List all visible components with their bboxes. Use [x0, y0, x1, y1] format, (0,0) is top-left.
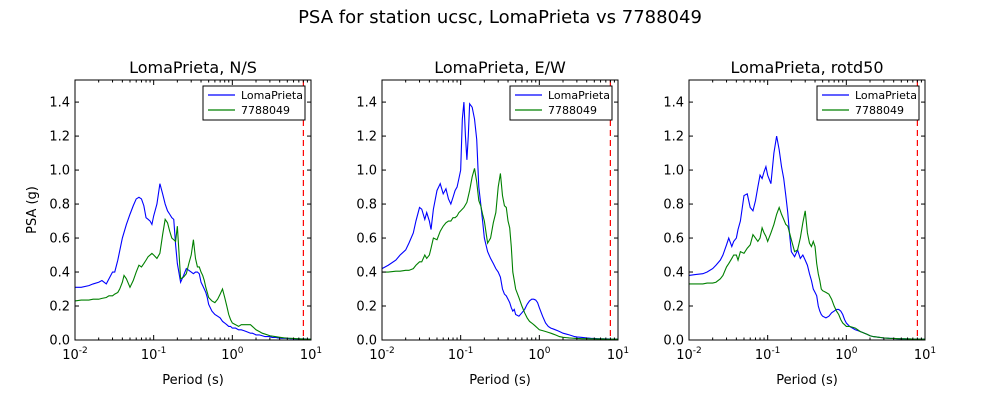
y-tick-label: 1.4 — [49, 96, 70, 111]
y-tick-label: 1.2 — [49, 130, 70, 145]
x-axis-label: Period (s) — [162, 373, 224, 388]
x-tick-label: 100 — [528, 346, 551, 363]
x-tick-label: 10-1 — [448, 346, 474, 363]
axes-frame — [74, 79, 312, 341]
legend-box — [202, 85, 306, 121]
y-tick-label: 0.0 — [356, 334, 377, 349]
y-tick-label: 1.4 — [356, 96, 377, 111]
chart-panel-1: LomaPrieta, N/S 0.0 0.2 0.4 0.6 0.8 1.0 1.2 1.4 1… — [25, 58, 322, 388]
series-line-1 — [75, 183, 311, 340]
panel-title: LomaPrieta, N/S — [129, 58, 257, 77]
x-tick-label: 101 — [607, 346, 629, 363]
y-tick-label: 0.4 — [49, 266, 70, 281]
series-line-2 — [382, 168, 618, 340]
y-tick-label: 0.2 — [49, 300, 70, 315]
y-tick-label: 0.0 — [663, 334, 684, 349]
x-tick-label: 10-2 — [676, 346, 702, 363]
y-tick-label: 0.8 — [663, 198, 684, 213]
legend-label-2: 7788049 — [548, 104, 597, 117]
y-tick-label: 1.0 — [356, 164, 377, 179]
series-line-2 — [75, 217, 311, 340]
series-line-1 — [382, 102, 618, 340]
x-tick-label: 10-1 — [755, 346, 781, 363]
legend-box — [509, 85, 613, 121]
axes-frame — [381, 79, 619, 341]
y-tick-label: 1.0 — [663, 164, 684, 179]
y-tick-label: 0.6 — [49, 232, 70, 247]
figure-title: PSA for station ucsc, LomaPrieta vs 7788… — [298, 7, 702, 28]
x-tick-label: 10-1 — [141, 346, 167, 363]
axes-frame — [688, 79, 926, 341]
legend-label-2: 7788049 — [241, 104, 290, 117]
legend: LomaPrieta 7788049 — [202, 85, 306, 121]
y-tick-label: 0.8 — [356, 198, 377, 213]
legend: LomaPrieta 7788049 — [816, 85, 920, 121]
y-tick-label: 0.4 — [663, 266, 684, 281]
y-tick-label: 0.6 — [663, 232, 684, 247]
x-axis-label: Period (s) — [776, 373, 838, 388]
y-tick-label: 1.4 — [663, 96, 684, 111]
x-tick-label: 100 — [221, 346, 244, 363]
x-tick-label: 100 — [835, 346, 858, 363]
legend: LomaPrieta 7788049 — [509, 85, 613, 121]
series-line-2 — [689, 205, 925, 340]
x-tick-label: 10-2 — [62, 346, 88, 363]
y-tick-label: 0.2 — [663, 300, 684, 315]
y-axis-label: PSA (g) — [25, 186, 40, 234]
chart-panel-3: LomaPrieta, rotd50 0.0 0.2 0.4 0.6 0.8 1.0 1.2 1… — [663, 58, 936, 388]
legend-label-2: 7788049 — [855, 104, 904, 117]
legend-label-1: LomaPrieta — [548, 89, 610, 102]
x-tick-label: 101 — [300, 346, 322, 363]
panel-title: LomaPrieta, rotd50 — [730, 58, 883, 77]
chart-panel-2: LomaPrieta, E/W 0.0 0.2 0.4 0.6 0.8 1.0 1.2 1.4 1… — [356, 58, 629, 388]
legend-label-1: LomaPrieta — [855, 89, 917, 102]
series-line-1 — [689, 135, 925, 340]
y-tick-label: 1.0 — [49, 164, 70, 179]
y-tick-label: 0.4 — [356, 266, 377, 281]
panel-title: LomaPrieta, E/W — [434, 58, 566, 77]
x-tick-label: 101 — [914, 346, 936, 363]
y-tick-label: 0.6 — [356, 232, 377, 247]
y-tick-label: 0.8 — [49, 198, 70, 213]
x-axis-label: Period (s) — [469, 373, 531, 388]
y-tick-label: 0.2 — [356, 300, 377, 315]
y-tick-label: 1.2 — [663, 130, 684, 145]
y-tick-label: 0.0 — [49, 334, 70, 349]
y-tick-label: 1.2 — [356, 130, 377, 145]
legend-box — [816, 85, 920, 121]
x-tick-label: 10-2 — [369, 346, 395, 363]
legend-label-1: LomaPrieta — [241, 89, 303, 102]
